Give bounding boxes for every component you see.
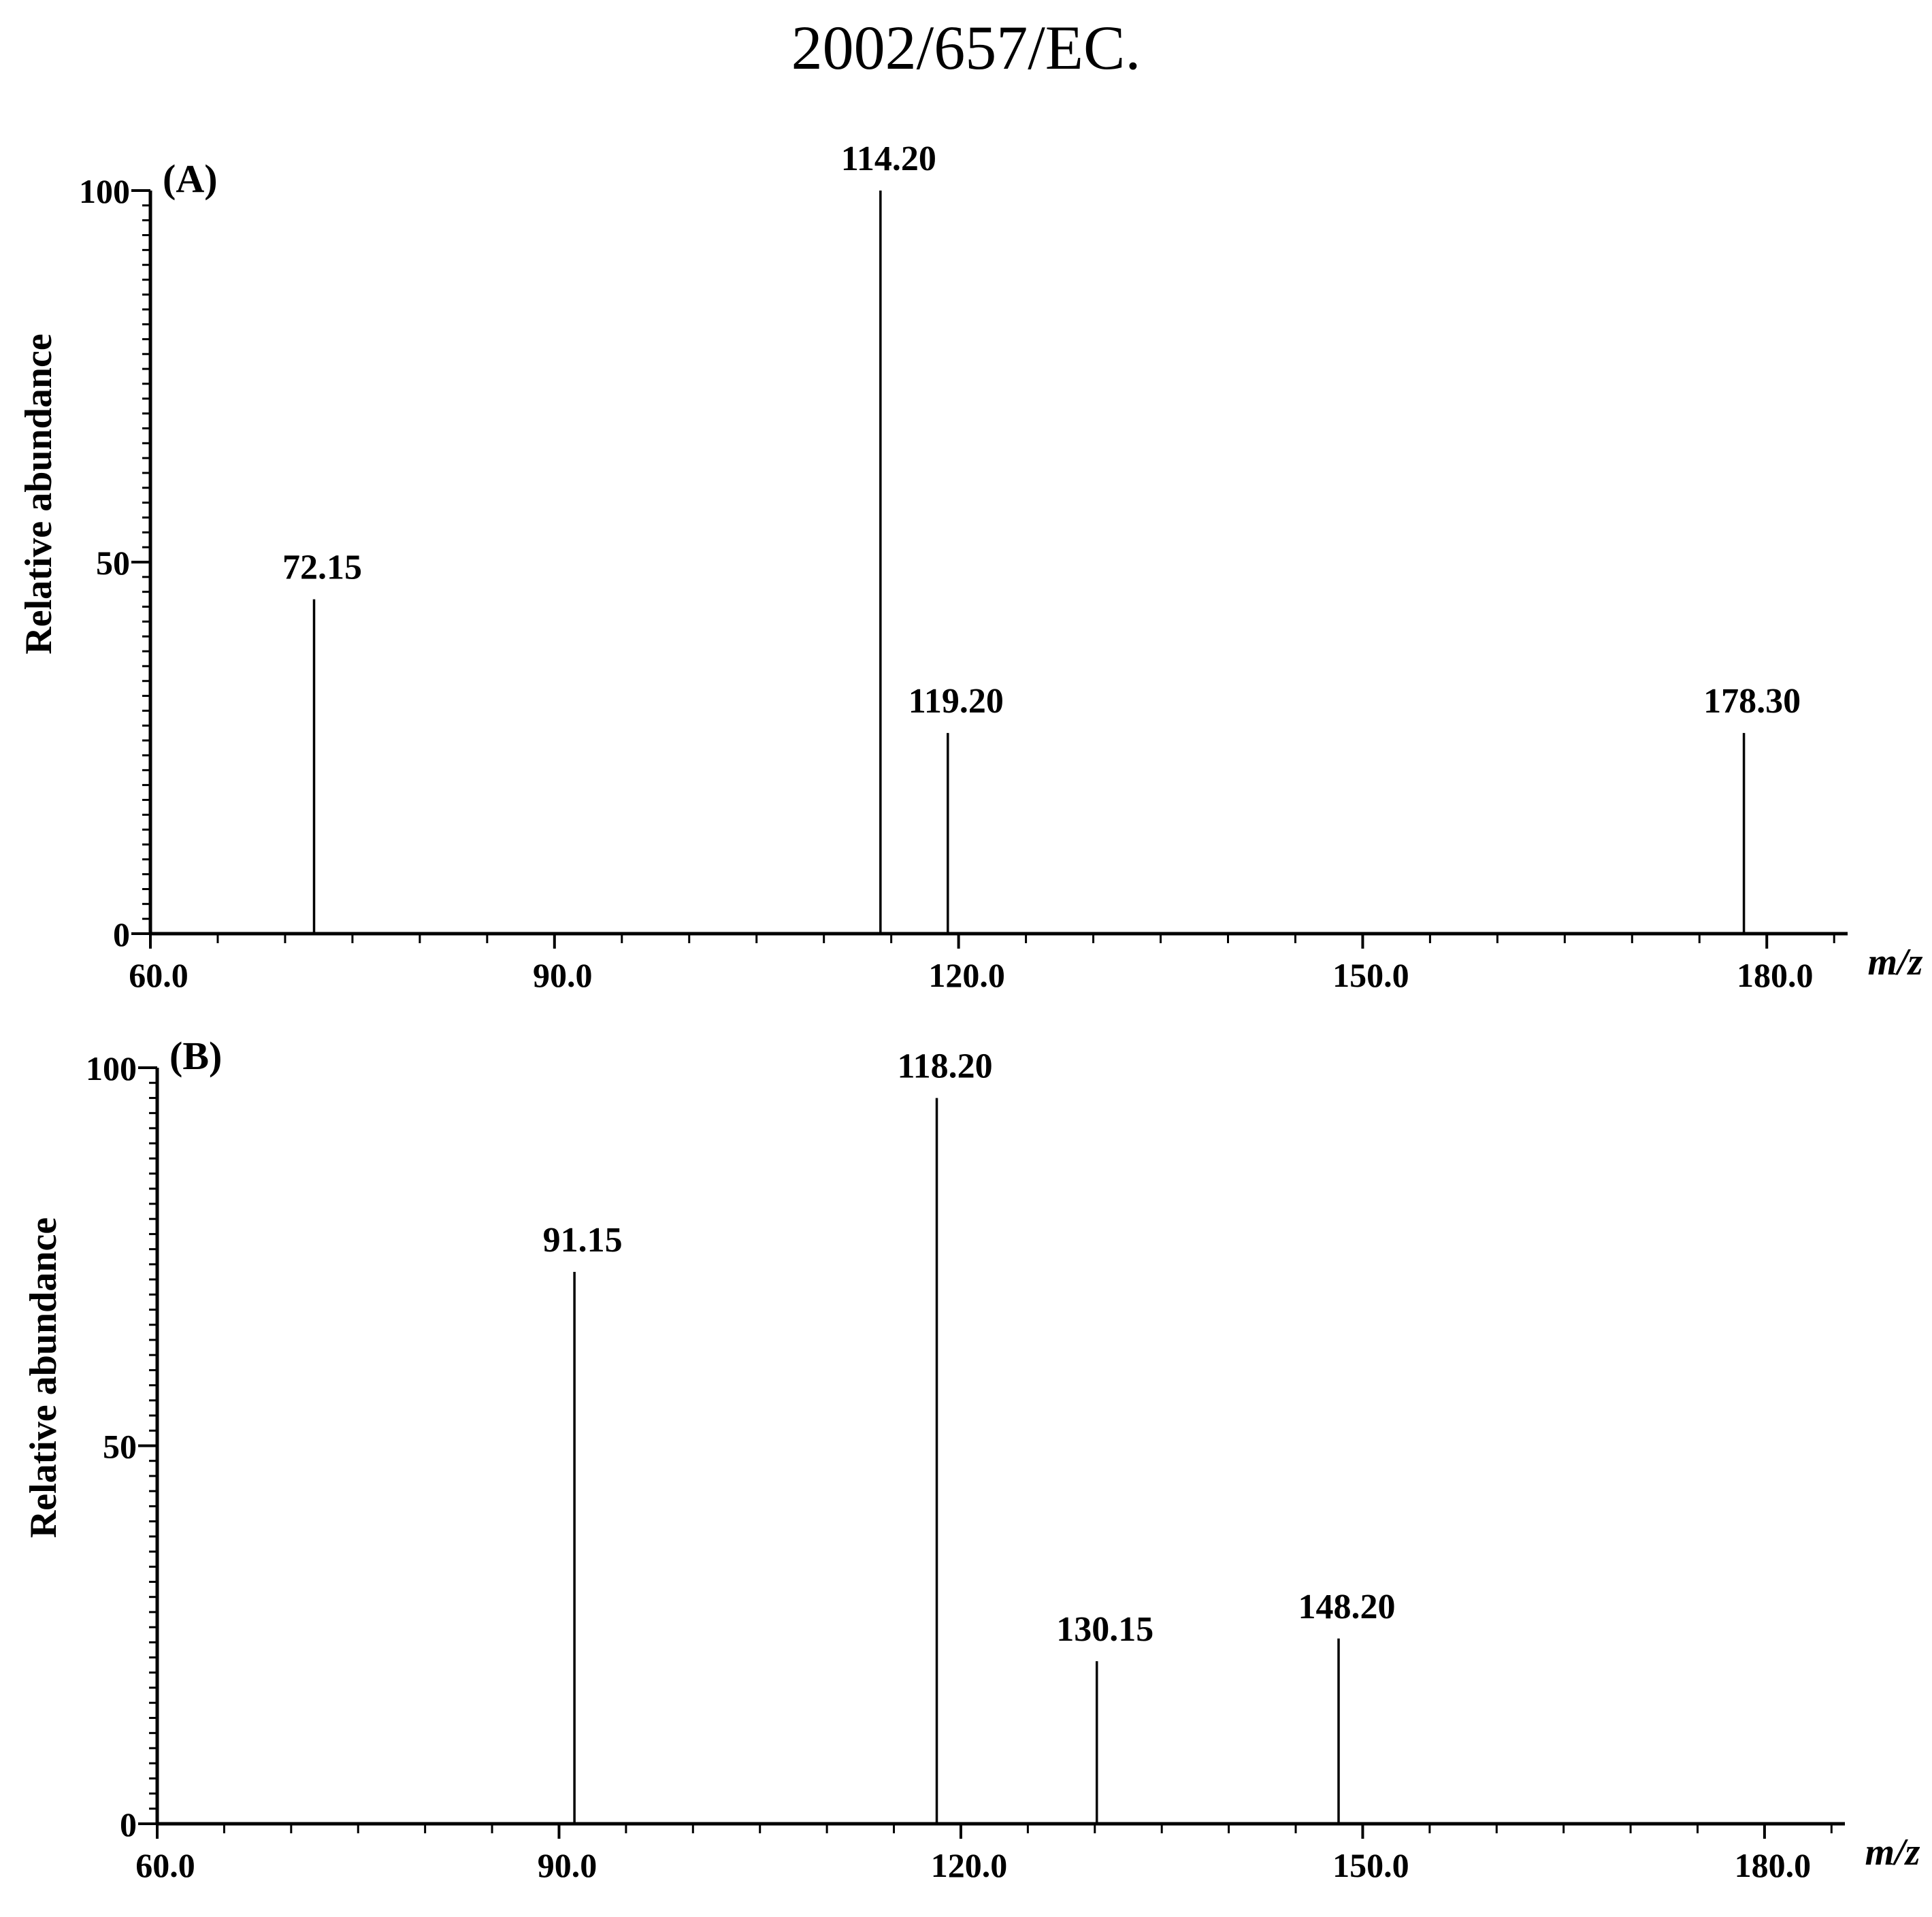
panel-a-peak-label: 72.15 [282,548,362,587]
panel-a-y-tick-label: 100 [79,172,130,210]
panel-a-peak-label: 178.30 [1703,682,1801,721]
panel-b-label: (B) [169,1034,222,1078]
panel-b-peak-label: 118.20 [897,1047,992,1085]
panel-a-x-axis-title: m/z [1868,941,1923,983]
figure-caption: 2002/657/EC. [791,13,1141,82]
panel-b-y-axis-title: Relative abundance [22,1217,65,1538]
panel-a-x-tick-label: 150.0 [1332,956,1409,994]
panel-a-y-tick-label: 50 [96,544,130,582]
panel-a-peak-label: 114.20 [841,140,936,178]
panel-b-y-tick-label: 0 [120,1805,137,1844]
panel-b-x-tick-label: 180.0 [1735,1846,1812,1884]
panel-a-peak-label: 119.20 [908,682,1004,721]
panel-a-y-axis-title: Relative abundance [18,333,60,654]
panel-b-x-tick-label: 120.0 [931,1846,1008,1884]
panel-a-label: (A) [163,157,218,201]
panel-b-peak-label: 91.15 [543,1221,623,1260]
panel-b-x-tick-label: 60.0 [135,1846,195,1884]
panel-b-x-tick-label: 90.0 [538,1846,597,1884]
panel-b-x-axis-title: m/z [1865,1831,1920,1873]
panel-a-x-tick-label: 180.0 [1737,956,1814,994]
panel-b-y-tick-label: 100 [86,1049,137,1087]
panel-b-peak-label: 130.15 [1056,1610,1153,1649]
panel-b-y-tick-label: 50 [103,1428,137,1466]
panel-b-x-tick-label: 150.0 [1332,1846,1409,1884]
panel-a-x-tick-label: 90.0 [533,956,593,994]
panel-a-y-tick-label: 0 [113,915,130,953]
panel-a-x-tick-label: 60.0 [129,956,189,994]
panel-a-x-tick-label: 120.0 [928,956,1005,994]
panel-b-peak-label: 148.20 [1298,1588,1396,1626]
